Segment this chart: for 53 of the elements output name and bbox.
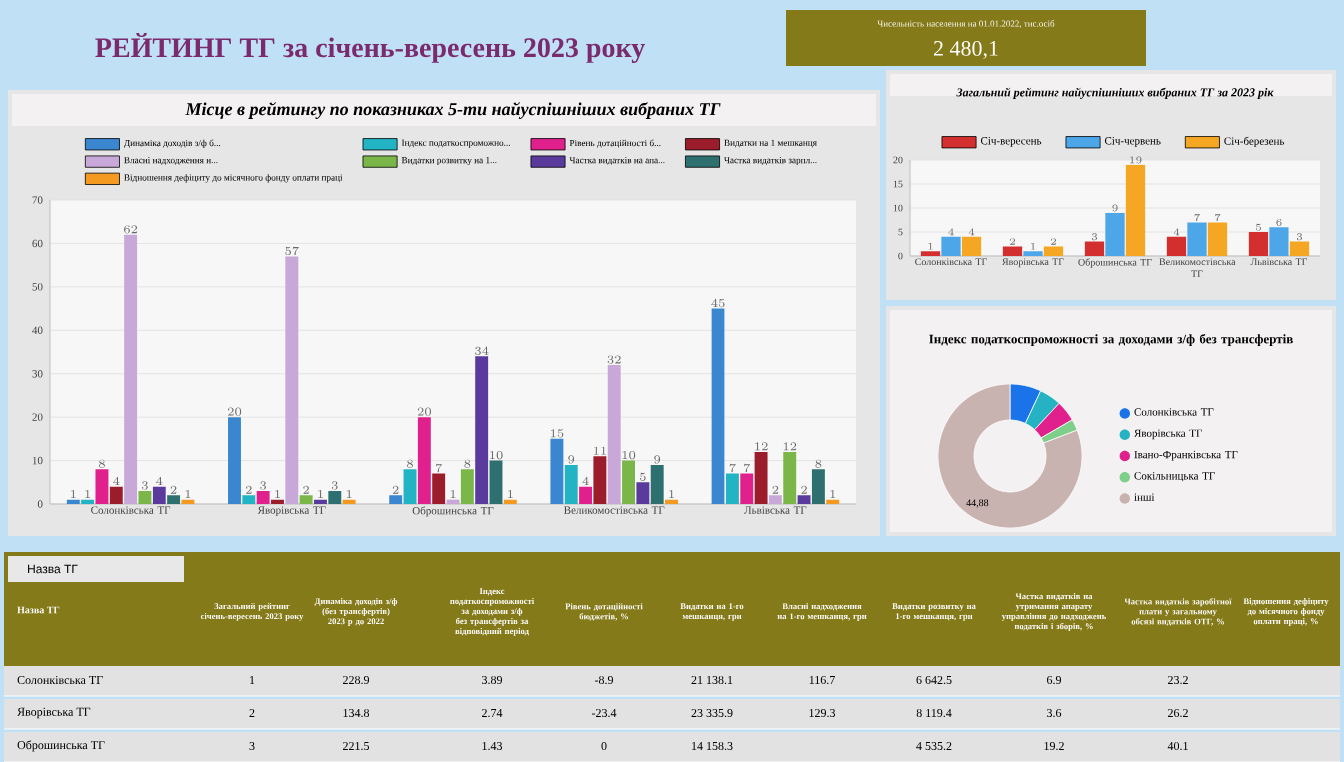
bar xyxy=(432,473,446,504)
bar xyxy=(941,236,961,256)
bar xyxy=(417,416,431,504)
bar xyxy=(124,234,138,504)
bar xyxy=(1207,222,1228,256)
bar xyxy=(95,468,109,504)
bar xyxy=(961,236,982,256)
bar xyxy=(1248,231,1269,256)
bar xyxy=(228,416,241,504)
bar xyxy=(1043,246,1064,256)
bar xyxy=(550,438,564,504)
bar xyxy=(242,495,256,504)
bar xyxy=(920,250,941,256)
bar xyxy=(1289,241,1310,256)
bar xyxy=(711,308,725,504)
text: РЕЙТИНГ ТГ за січень-вересень 2023 року xyxy=(95,32,645,63)
bar xyxy=(1084,241,1105,256)
bar xyxy=(1269,226,1289,256)
bar xyxy=(152,486,166,504)
bar xyxy=(797,495,811,504)
bar xyxy=(564,464,578,504)
bar xyxy=(328,490,342,504)
bar xyxy=(299,495,313,504)
bar xyxy=(636,482,650,504)
bar xyxy=(1187,222,1207,256)
bar xyxy=(489,460,503,504)
bar xyxy=(783,451,797,504)
bar xyxy=(579,486,593,504)
bar xyxy=(622,460,636,504)
bar xyxy=(167,495,181,504)
bar xyxy=(256,490,270,504)
bar xyxy=(475,356,489,504)
bar xyxy=(811,468,825,504)
bar xyxy=(607,364,621,504)
bar xyxy=(740,473,754,504)
bar xyxy=(389,495,403,504)
bar xyxy=(593,455,607,504)
text: 2 480,1 xyxy=(933,40,998,59)
bar xyxy=(650,464,664,504)
bar xyxy=(285,256,299,504)
bar xyxy=(754,451,768,504)
bar xyxy=(1002,246,1023,256)
chart-title: Місце в рейтингу по показниках 5-ти найуспішніших вибраних ТГ xyxy=(185,101,721,119)
bar xyxy=(1023,250,1043,256)
bar xyxy=(109,486,123,504)
bar xyxy=(1125,164,1146,256)
bar xyxy=(1105,212,1125,256)
bar xyxy=(1166,236,1187,256)
bar xyxy=(138,490,152,504)
bar xyxy=(768,495,782,504)
bar xyxy=(725,473,739,504)
bar xyxy=(460,468,474,504)
bar xyxy=(403,468,417,504)
